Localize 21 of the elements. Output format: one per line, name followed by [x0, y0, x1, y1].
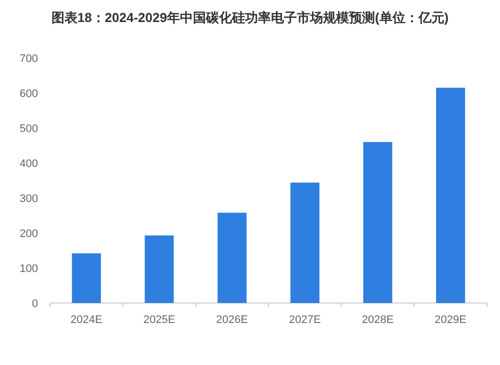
bar [290, 182, 320, 303]
x-tick-label: 2028E [362, 314, 394, 326]
y-tick-label: 200 [20, 228, 38, 240]
x-tick-label: 2025E [143, 314, 176, 326]
y-tick-label: 100 [20, 263, 38, 275]
y-tick-label: 0 [32, 298, 38, 310]
bar [144, 235, 174, 303]
bar [363, 142, 392, 303]
y-tick-label: 300 [20, 193, 38, 205]
chart-title: 图表18：2024-2029年中国碳化硅功率电子市场规模预测(单位：亿元) [51, 10, 449, 25]
x-tick-label: 2026E [216, 314, 248, 326]
y-tick-label: 600 [20, 88, 38, 100]
bar [218, 212, 247, 303]
y-tick-label: 400 [20, 158, 38, 170]
bar [72, 253, 101, 303]
x-tick-label: 2027E [289, 314, 321, 326]
y-tick-label: 700 [20, 53, 38, 65]
x-tick-label: 2024E [70, 314, 102, 326]
bar [436, 88, 466, 303]
x-tick-label: 2029E [434, 314, 466, 326]
y-tick-label: 500 [20, 123, 38, 135]
